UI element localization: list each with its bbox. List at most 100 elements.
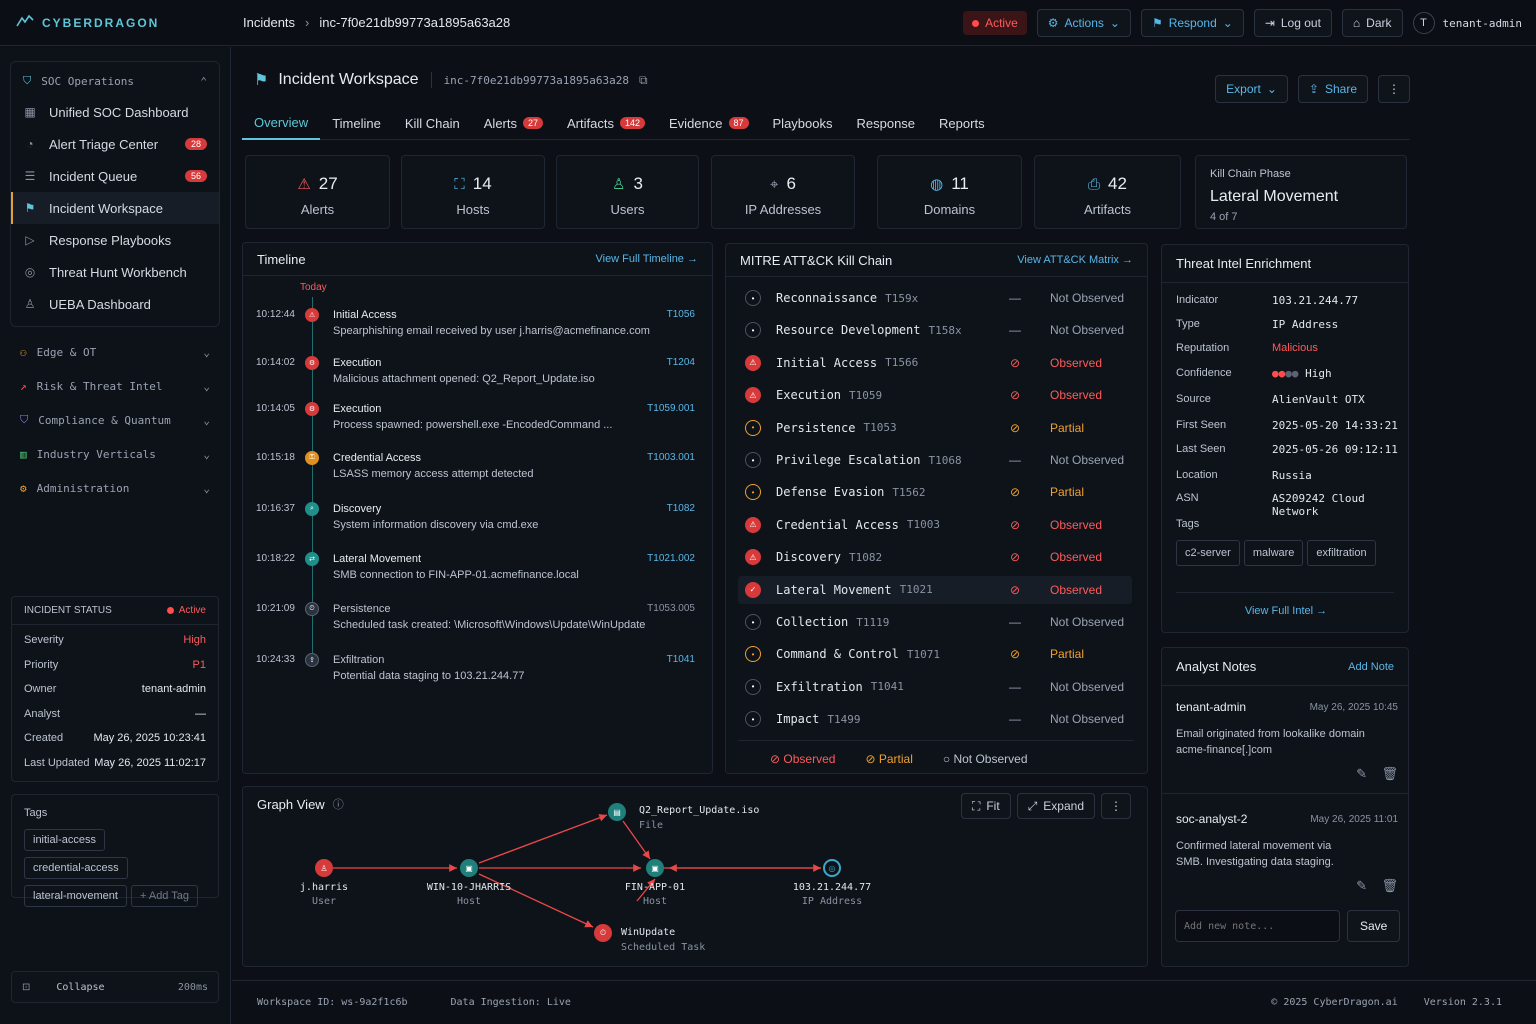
- fit-label: Fit: [986, 799, 1000, 813]
- sidebar-section-verticals[interactable]: ▥ Industry Verticals ⌄: [0, 437, 230, 471]
- killchain-row[interactable]: • Exfiltration T1041 — Not Observed: [738, 673, 1132, 701]
- killchain-row[interactable]: ⚠ Discovery T1082 ⊘ Observed: [738, 543, 1132, 571]
- breadcrumb-incidents[interactable]: Incidents: [243, 15, 296, 30]
- tab-timeline[interactable]: Timeline: [320, 106, 393, 140]
- technique-code[interactable]: T1053.005: [647, 603, 695, 614]
- tab-kill-chain[interactable]: Kill Chain: [393, 106, 472, 140]
- save-note-button[interactable]: Save: [1347, 910, 1401, 942]
- sidebar-item-incident-workspace[interactable]: ⚑ Incident Workspace: [11, 192, 219, 224]
- sidebar-section-compliance[interactable]: ⛉ Compliance & Quantum ⌄: [0, 403, 230, 437]
- share-button[interactable]: ⇪ Share: [1297, 75, 1368, 103]
- stat-card-users[interactable]: ♙ 3 Users: [556, 155, 699, 229]
- copy-icon[interactable]: ⧉: [639, 72, 648, 87]
- logout-button[interactable]: ⇥ Log out: [1253, 9, 1332, 37]
- add-tag-button[interactable]: + Add Tag: [130, 885, 199, 907]
- graph-node-ip[interactable]: ◎ 103.21.244.77 IP Address: [791, 859, 873, 907]
- edit-icon[interactable]: ✎: [1356, 878, 1368, 893]
- stat-card-hosts[interactable]: ⛶ 14 Hosts: [401, 155, 545, 229]
- technique-code[interactable]: T1204: [666, 357, 695, 368]
- tab-response[interactable]: Response: [845, 106, 928, 140]
- sidebar-item-unified-soc[interactable]: ▦ Unified SOC Dashboard: [11, 96, 219, 128]
- killchain-row[interactable]: ⚠ Execution T1059 ⊘ Observed: [738, 381, 1132, 409]
- tab-overview[interactable]: Overview: [242, 106, 321, 140]
- tab-playbooks[interactable]: Playbooks: [761, 106, 845, 140]
- technique-code[interactable]: T1059.001: [647, 403, 695, 414]
- killchain-row[interactable]: ✓ Lateral Movement T1021 ⊘ Observed: [738, 575, 1132, 604]
- tactic-code: T1566: [885, 356, 919, 370]
- add-note-button[interactable]: Add Note: [1348, 660, 1394, 673]
- stat-card-ip-addresses[interactable]: ⌖ 6 IP Addresses: [711, 155, 855, 229]
- tag-chip[interactable]: c2-server: [1176, 540, 1240, 566]
- tab-reports[interactable]: Reports: [927, 106, 997, 140]
- fit-button[interactable]: ⛶ Fit: [960, 793, 1011, 819]
- killchain-row[interactable]: • Privilege Escalation T1068 — Not Observed: [738, 446, 1132, 474]
- theme-toggle[interactable]: ⌂ Dark: [1341, 9, 1403, 37]
- stat-card-artifacts[interactable]: ⎙ 42 Artifacts: [1034, 155, 1181, 229]
- export-button[interactable]: Export ⌄: [1215, 75, 1288, 103]
- dash-icon: —: [1009, 615, 1021, 629]
- view-full-intel-link[interactable]: View Full Intel →: [1162, 605, 1410, 617]
- intel-value: ●●●● High: [1272, 367, 1332, 380]
- view-attack-matrix-link[interactable]: View ATT&CK Matrix →: [1017, 254, 1133, 266]
- killchain-row[interactable]: • Collection T1119 — Not Observed: [738, 608, 1132, 636]
- edit-icon[interactable]: ✎: [1356, 766, 1368, 781]
- tactic-icon: •: [745, 322, 761, 339]
- technique-code[interactable]: T1041: [666, 654, 695, 665]
- tab-alerts[interactable]: Alerts 27: [472, 106, 555, 140]
- graph-node-file[interactable]: ▤ Q2_Report_Update.iso File: [608, 803, 768, 831]
- graph-node-host-finapp[interactable]: ▣ FIN-APP-01 Host: [615, 859, 695, 907]
- sidebar-item-playbooks[interactable]: ▷ Response Playbooks: [11, 224, 219, 256]
- killchain-row[interactable]: • Persistence T1053 ⊘ Partial: [738, 414, 1132, 442]
- killchain-row[interactable]: • Impact T1499 — Not Observed: [738, 705, 1132, 733]
- tactic-code: T1003: [906, 518, 940, 532]
- tag-chip[interactable]: malware: [1243, 540, 1304, 566]
- sidebar-section-edge-ot[interactable]: ⚇ Edge & OT ⌄: [0, 335, 230, 369]
- stat-card-alerts[interactable]: ⚠ 27 Alerts: [245, 155, 390, 229]
- graph-node-user[interactable]: ♙ j.harris User: [294, 859, 354, 907]
- graph-node-host-win10[interactable]: ▣ WIN-10-JHARRIS Host: [419, 859, 519, 907]
- tab-count-badge: 27: [523, 117, 544, 129]
- graph-more-button[interactable]: ⋮: [1101, 793, 1131, 819]
- sidebar-section-admin[interactable]: ⚙ Administration ⌄: [0, 471, 230, 505]
- tag-chip[interactable]: exfiltration: [1307, 540, 1376, 566]
- trash-icon[interactable]: 🗑: [1381, 878, 1398, 893]
- tag-chip[interactable]: lateral-movement: [24, 885, 127, 907]
- killchain-row[interactable]: • Defense Evasion T1562 ⊘ Partial: [738, 478, 1132, 506]
- tab-artifacts[interactable]: Artifacts 142: [555, 106, 657, 140]
- killchain-row[interactable]: • Resource Development T158x — Not Observed: [738, 316, 1132, 344]
- info-icon[interactable]: ⓘ: [332, 799, 344, 811]
- graph-node-task[interactable]: ⏲ WinUpdate Scheduled Task: [594, 924, 714, 953]
- note-input[interactable]: [1175, 910, 1340, 942]
- nav-group-header[interactable]: ⛉ SOC Operations ⌃: [11, 68, 219, 96]
- event-description: SMB connection to FIN-APP-01.acmefinance…: [333, 569, 579, 581]
- tag-chip[interactable]: initial-access: [24, 829, 105, 851]
- tag-chip[interactable]: credential-access: [24, 857, 128, 879]
- killchain-row[interactable]: ⚠ Credential Access T1003 ⊘ Observed: [738, 511, 1132, 539]
- sidebar-item-ueba[interactable]: ♙ UEBA Dashboard: [11, 288, 219, 320]
- footer: Workspace ID: ws-9a2f1c6b Data Ingestion…: [232, 980, 1536, 1024]
- sidebar-item-incident-queue[interactable]: ☰ Incident Queue 56: [11, 160, 219, 192]
- killchain-row[interactable]: ⚠ Initial Access T1566 ⊘ Observed: [738, 349, 1132, 377]
- expand-button[interactable]: ⤢ Expand: [1016, 793, 1095, 819]
- sidebar-section-risk[interactable]: ↗ Risk & Threat Intel ⌄: [0, 369, 230, 403]
- technique-code[interactable]: T1082: [666, 503, 695, 514]
- killchain-row[interactable]: • Command & Control T1071 ⊘ Partial: [738, 640, 1132, 668]
- technique-code[interactable]: T1003.001: [647, 452, 695, 463]
- stat-card-domains[interactable]: ◍ 11 Domains: [877, 155, 1022, 229]
- incident-id: inc-7f0e21db99773a1895a63a28: [443, 73, 629, 87]
- check-circle-icon: ⊘: [1009, 485, 1021, 500]
- user-menu[interactable]: T tenant-admin: [1412, 12, 1522, 34]
- tab-evidence[interactable]: Evidence 87: [657, 106, 761, 140]
- brand-logo[interactable]: CYBERDRAGON: [0, 14, 232, 31]
- collapse-button[interactable]: ⊡ Collapse 200ms: [11, 971, 219, 1003]
- sidebar-item-threat-hunt[interactable]: ◎ Threat Hunt Workbench: [11, 256, 219, 288]
- technique-code[interactable]: T1021.002: [647, 553, 695, 564]
- actions-button[interactable]: ⚙ Actions ⌄: [1036, 9, 1131, 37]
- trash-icon[interactable]: 🗑: [1381, 766, 1398, 781]
- view-full-timeline-link[interactable]: View Full Timeline →: [595, 253, 698, 265]
- technique-code[interactable]: T1056: [666, 309, 695, 320]
- more-menu-button[interactable]: ⋮: [1378, 75, 1410, 103]
- killchain-row[interactable]: • Reconnaissance T159x — Not Observed: [738, 284, 1132, 312]
- respond-button[interactable]: ⚑ Respond ⌄: [1140, 9, 1244, 37]
- sidebar-item-alert-triage[interactable]: ◔ Alert Triage Center 28: [11, 128, 219, 160]
